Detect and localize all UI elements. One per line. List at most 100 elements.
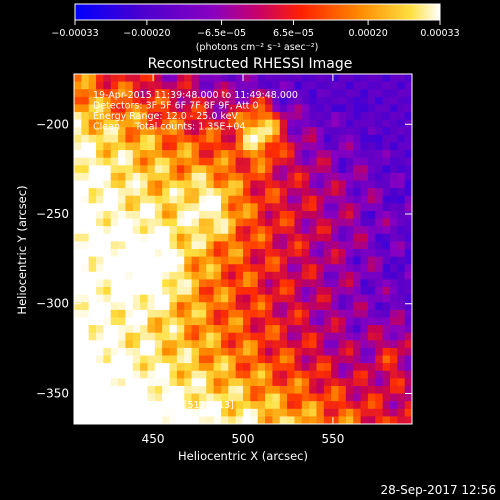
heatmap-cell [140,249,149,258]
heatmap-cell [140,134,149,144]
heatmap-cell [228,416,237,424]
heatmap-cell [243,385,251,395]
heatmap-cell [404,241,412,250]
heatmap-cell [397,226,406,235]
heatmap-cell [147,370,156,379]
heatmap-cell [243,142,251,151]
heatmap-cell [279,172,288,182]
heatmap-cell [338,157,347,166]
heatmap-cell [81,172,90,182]
heatmap-cell [345,378,354,387]
heatmap-cell [220,127,229,136]
heatmap-cell [228,378,237,387]
heatmap-cell [316,416,325,424]
heatmap-cell [353,180,362,189]
heatmap-cell [206,195,215,204]
heatmap-cell [279,233,288,242]
heatmap-cell [103,203,112,212]
heatmap-cell [154,347,163,357]
heatmap-cell [198,287,207,296]
heatmap-cell [140,287,149,296]
heatmap-cell [147,226,156,235]
heatmap-cell [118,385,127,395]
heatmap-cell [169,96,178,106]
heatmap-cell [331,393,340,402]
heatmap-cell [360,325,369,334]
heatmap-cell [367,226,376,235]
heatmap-cell [309,226,318,235]
heatmap-cell [125,385,134,395]
heatmap-cell [74,325,82,334]
heatmap-cell [323,302,332,311]
heatmap-cell [184,180,193,189]
heatmap-cell [220,340,229,349]
heatmap-cell [154,264,163,273]
heatmap-cell [309,370,318,379]
heatmap-cell [309,378,318,387]
heatmap-cell [345,134,354,144]
heatmap-cell [220,416,229,424]
heatmap-cell [257,408,266,417]
heatmap-cell [140,96,149,106]
heatmap-cell [176,112,185,121]
heatmap-cell [140,74,149,83]
heatmap-cell [140,172,149,182]
heatmap-cell [382,165,391,174]
heatmap-cell [316,370,325,379]
heatmap-cell [169,233,178,242]
heatmap-cell [110,112,119,121]
heatmap-cell [235,355,244,364]
heatmap-cell [235,279,244,288]
heatmap-cell [154,370,163,379]
heatmap-cell [301,165,310,174]
heatmap-cell [316,74,325,83]
heatmap-cell [206,294,215,303]
heatmap-cell [243,325,251,334]
heatmap-cell [132,218,141,227]
heatmap-cell [345,256,354,265]
heatmap-cell [287,309,296,319]
heatmap-cell [250,180,259,189]
heatmap-cell [338,393,347,402]
heatmap-cell [118,112,127,121]
heatmap-cell [353,264,362,273]
heatmap-cell [389,256,398,265]
heatmap-cell [198,317,207,326]
heatmap-cell [323,249,332,258]
heatmap-cell [301,81,310,90]
heatmap-cell [389,195,398,204]
heatmap-cell [213,119,222,128]
heatmap-cell [235,287,244,296]
heatmap-cell [140,127,149,136]
heatmap-cell [265,195,273,204]
heatmap-cell [147,142,156,151]
heatmap-cell [404,96,412,106]
heatmap-cell [250,157,259,166]
heatmap-cell [367,416,376,424]
heatmap-cell [213,74,222,83]
heatmap-cell [96,233,104,242]
heatmap-cell [338,340,347,349]
heatmap-cell [309,408,318,417]
heatmap-cell [404,165,412,174]
heatmap-cell [309,363,318,372]
heatmap-cell [287,264,296,273]
heatmap-cell [162,74,171,83]
heatmap-cell [110,134,119,144]
heatmap-cell [147,325,156,334]
heatmap-cell [316,96,325,106]
heatmap-cell [389,157,398,166]
heatmap-cell [184,203,193,212]
heatmap-cell [309,249,318,258]
heatmap-cell [353,226,362,235]
heatmap-cell [294,355,303,364]
heatmap-cell [382,370,391,379]
heatmap-cell [88,370,97,379]
heatmap-cell [206,226,215,235]
heatmap-cell [110,309,119,319]
heatmap-cell [316,203,325,212]
heatmap-cell [345,188,354,197]
heatmap-cell [353,89,362,98]
heatmap-cell [397,287,406,296]
heatmap-cell [191,325,200,334]
